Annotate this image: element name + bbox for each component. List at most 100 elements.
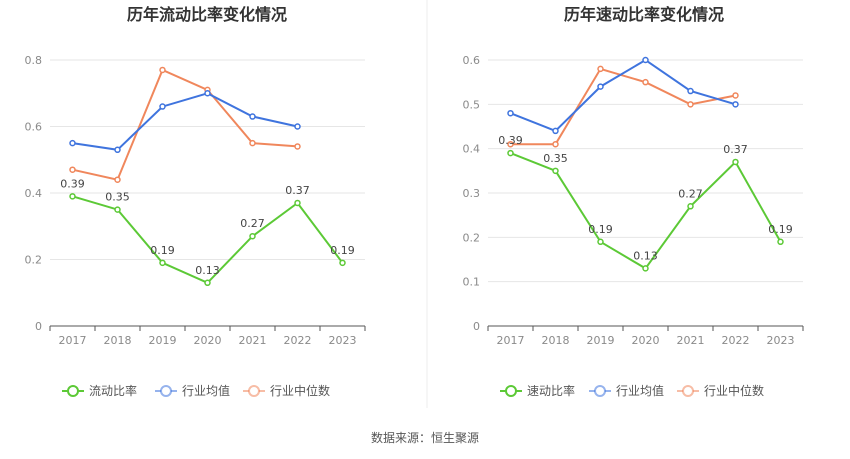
data-point-company [339,259,346,267]
data-source-note: 数据来源：恒生聚源 [371,430,479,445]
data-label: 0.35 [543,152,568,165]
data-point-company [159,259,166,267]
data-point-company [597,238,604,246]
data-label: 0.27 [240,217,265,230]
data-point-company [687,203,694,210]
data-point-industry_median [114,176,121,183]
series-line-industry_avg [510,58,736,133]
data-point-industry_avg [294,123,301,130]
y-tick-label: 0.8 [25,54,43,67]
data-point-industry_median [552,140,559,148]
y-tick-label: 0.6 [25,121,43,134]
data-point-industry_median [507,140,514,148]
data-point-industry_avg [507,109,514,117]
x-tick-label: 2021 [239,334,267,347]
data-point-industry_median [249,139,256,147]
data-point-industry_median [732,92,739,99]
y-tick-label: 0.4 [25,187,43,200]
data-label: 0.13 [633,249,658,262]
data-point-industry_median [69,166,76,173]
y-tick-label: 0.2 [463,231,481,244]
data-point-industry_avg [114,146,121,154]
x-tick-label: 2023 [767,334,795,347]
x-tick-label: 2022 [284,334,312,347]
x-tick-label: 2019 [149,334,177,347]
data-label: 0.39 [498,134,523,147]
data-label: 0.19 [768,223,793,236]
y-tick-label: 0 [473,320,480,333]
legend-marker [160,385,172,397]
chart-title: 历年流动比率变化情况 [127,5,287,24]
data-point-industry_avg [597,83,604,90]
data-label: 0.39 [60,177,85,190]
data-point-industry_avg [204,90,211,97]
data-point-company [777,238,784,246]
data-point-company [642,265,649,272]
data-point-company [249,232,256,240]
legend-marker [248,385,260,397]
x-tick-label: 2020 [632,334,660,347]
data-point-company [204,279,211,287]
x-tick-label: 2017 [497,334,525,347]
data-point-company [732,158,739,166]
y-tick-label: 0.3 [463,187,481,200]
legend-marker [505,385,517,397]
x-tick-label: 2018 [104,334,132,347]
legend-item-industry_median[interactable]: 行业中位数 [243,383,330,398]
data-point-company [507,149,514,157]
y-tick-label: 0.2 [25,254,43,267]
y-tick-label: 0.6 [463,54,481,67]
legend-item-company[interactable]: 速动比率 [500,383,575,398]
legend-marker [594,385,606,397]
legend-label: 行业均值 [182,383,230,398]
data-point-company [552,167,559,175]
x-tick-label: 2020 [194,334,222,347]
data-point-company [294,199,301,207]
data-point-company [114,206,121,213]
data-label: 0.27 [678,187,703,200]
data-point-industry_avg [552,127,559,135]
legend-label: 行业中位数 [704,383,764,398]
legend-label: 速动比率 [527,383,575,398]
legend-marker [682,385,694,397]
legend-label: 流动比率 [89,383,137,398]
series-line-industry_median [510,67,736,146]
data-label: 0.19 [588,223,613,236]
y-tick-label: 0 [35,320,42,333]
series-line-industry_median [72,68,298,181]
data-point-company [69,193,76,200]
x-tick-label: 2023 [329,334,357,347]
x-tick-label: 2021 [677,334,705,347]
data-label: 0.13 [195,264,220,277]
x-tick-label: 2022 [722,334,750,347]
data-point-industry_avg [642,56,649,64]
data-label: 0.19 [330,244,355,257]
data-point-industry_avg [249,113,256,120]
legend-label: 行业均值 [616,383,664,398]
data-point-industry_avg [687,87,694,95]
data-point-industry_avg [159,103,166,110]
x-tick-label: 2018 [542,334,570,347]
legend-item-industry_avg[interactable]: 行业均值 [589,383,664,398]
legend-item-industry_median[interactable]: 行业中位数 [677,383,764,398]
legend-marker [67,385,79,397]
data-point-industry_median [159,66,166,74]
legend-item-company[interactable]: 流动比率 [62,383,137,398]
data-label: 0.37 [723,143,748,156]
legend-item-industry_avg[interactable]: 行业均值 [155,383,230,398]
data-point-industry_avg [732,101,739,108]
data-label: 0.19 [150,244,175,257]
series-line-industry_avg [72,92,298,151]
data-point-industry_median [687,101,694,108]
y-tick-label: 0.4 [463,143,481,156]
y-tick-label: 0.5 [463,98,481,111]
x-tick-label: 2019 [587,334,615,347]
data-label: 0.35 [105,191,130,204]
y-tick-label: 0.1 [463,276,481,289]
x-tick-label: 2017 [59,334,87,347]
data-point-industry_median [597,65,604,73]
data-point-industry_avg [69,139,76,147]
data-label: 0.37 [285,184,310,197]
quick-ratio-chart: 历年速动比率变化情况 0 0.1 0.2 0.3 0.4 0.5 0.6 2017 2018 20… [463,5,804,398]
